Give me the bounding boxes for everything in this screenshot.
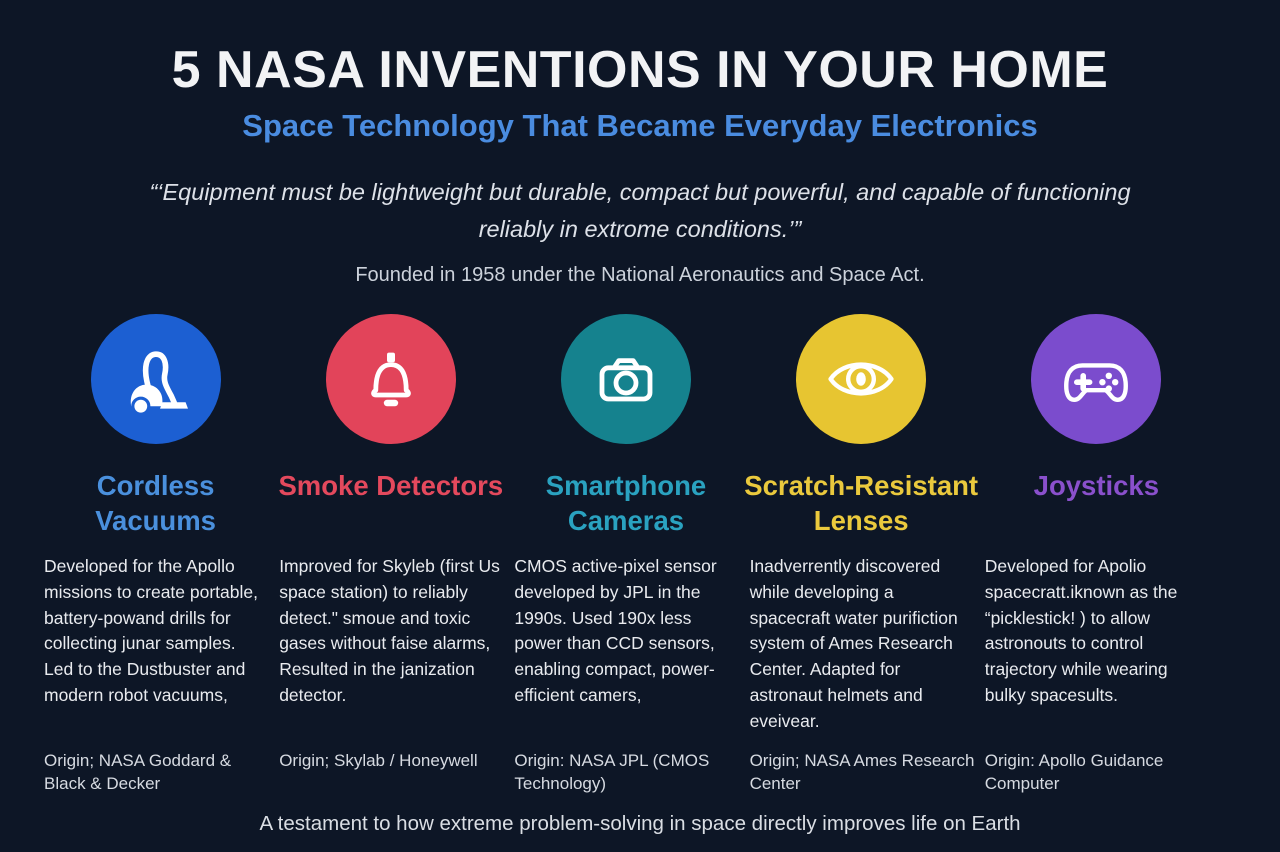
invention-heading: Joysticks: [1033, 470, 1160, 502]
invention-card-joysticks: Joysticks Developed for Apolio spacecrat…: [979, 314, 1214, 816]
invention-heading: Smartphone Cameras: [545, 470, 707, 537]
page-subtitle: Space Technology That Became Everyday El…: [242, 108, 1038, 144]
invention-description: Developed for Apolio spacecratt.iknown a…: [984, 556, 1178, 705]
vacuum-icon: [90, 314, 221, 445]
header: 5 NASA INVENTIONS IN YOUR HOME Space Tec…: [0, 0, 1280, 287]
quote-text: “‘Equipment must be lightweight but dura…: [149, 179, 1131, 242]
invention-description: Inadverrently discovered while developin…: [749, 556, 958, 731]
invention-card-smoke-detectors: Smoke Detectors Improved for Skyleb (fir…: [273, 314, 508, 816]
invention-description: Improved for Skyleb (first Us space stat…: [279, 556, 500, 705]
bell-icon: [325, 314, 456, 445]
founded-line: Founded in 1958 under the National Aeron…: [355, 264, 925, 287]
page-title: 5 NASA INVENTIONS IN YOUR HOME: [171, 41, 1109, 99]
invention-heading: Scratch-Resistant Lenses: [744, 470, 979, 537]
gamepad-icon: [1031, 314, 1162, 445]
camera-icon: [560, 314, 691, 445]
invention-origin: Origin; NASA Ames Research Center: [749, 751, 975, 794]
invention-origin: Origin; NASA Goddard & Black & Decker: [44, 751, 232, 794]
eye-icon: [796, 314, 927, 445]
invention-origin: Origin: NASA JPL (CMOS Technology): [514, 751, 710, 794]
invention-card-smartphone-cameras: Smartphone Cameras CMOS active-pixel sen…: [508, 314, 743, 816]
invention-heading: Cordless Vacuums: [95, 470, 216, 537]
invention-description: Developed for the Apollo missions to cre…: [44, 556, 258, 705]
invention-description: CMOS active-pixel sensor developed by JP…: [514, 556, 717, 705]
footer-tagline: A testament to how extreme problem-solvi…: [259, 812, 1021, 835]
invention-card-scratch-resistant-lenses: Scratch-Resistant Lenses Inadverrently d…: [744, 314, 979, 816]
invention-heading: Smoke Detectors: [278, 470, 504, 502]
inventions-row: Cordless Vacuums Developed for the Apoll…: [0, 314, 1280, 816]
invention-origin: Origin: Apollo Guidance Computer: [984, 751, 1164, 794]
invention-origin: Origin; Skylab / Honeywell: [279, 751, 478, 771]
invention-card-cordless-vacuums: Cordless Vacuums Developed for the Apoll…: [38, 314, 273, 816]
